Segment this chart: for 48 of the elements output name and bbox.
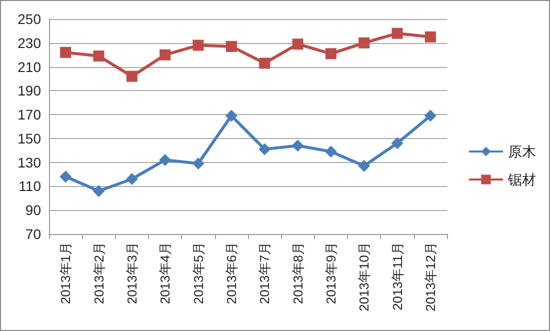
point	[292, 140, 304, 152]
point	[160, 49, 171, 60]
point	[60, 170, 72, 183]
y-tick-label: 170	[18, 106, 42, 123]
x-tick-label: 2013年12月	[422, 242, 438, 312]
x-tick-label: 2013年11月	[390, 242, 405, 310]
x-tick-label: 2013年9月	[323, 242, 338, 304]
x-tick-label: 2013年3月	[124, 242, 140, 304]
point	[226, 40, 237, 52]
x-tick-label: 2013年8月	[290, 242, 306, 304]
x-tick-label: 2013年10月	[356, 242, 372, 312]
point	[126, 173, 138, 186]
x-tick-label: 2013年5月	[190, 242, 206, 304]
point	[292, 38, 304, 50]
y-tick-label: 250	[18, 11, 42, 27]
point	[424, 31, 436, 42]
point	[92, 185, 105, 197]
y-tick-label: 130	[18, 154, 42, 170]
point	[93, 50, 104, 62]
y-tick-label: 230	[18, 34, 42, 51]
point	[391, 137, 404, 150]
point	[324, 146, 337, 158]
point	[424, 110, 436, 122]
point	[225, 110, 238, 122]
point	[159, 154, 172, 166]
point	[192, 158, 204, 170]
x-tick-label: 2013年6月	[224, 242, 239, 304]
y-tick-label: 150	[18, 130, 42, 146]
point	[60, 46, 72, 58]
point	[358, 37, 370, 48]
point	[325, 48, 336, 60]
x-tick-label: 2013年2月	[91, 242, 106, 304]
y-tick-label: 90	[25, 202, 42, 218]
x-tick-label: 2013年7月	[257, 242, 272, 304]
legend-label: 锯材	[507, 172, 536, 188]
legend-label: 原木	[508, 144, 536, 160]
point	[259, 58, 270, 69]
point	[126, 70, 138, 82]
point	[192, 40, 204, 51]
point	[258, 143, 271, 156]
y-tick-label: 210	[18, 58, 42, 75]
x-tick-label: 2013年4月	[158, 242, 173, 304]
y-tick-label: 110	[18, 178, 42, 194]
y-tick-label: 70	[25, 226, 42, 242]
point	[358, 160, 370, 172]
y-tick-label: 190	[18, 82, 42, 99]
point	[392, 28, 403, 39]
x-tick-label: 2013年1月	[58, 242, 74, 304]
